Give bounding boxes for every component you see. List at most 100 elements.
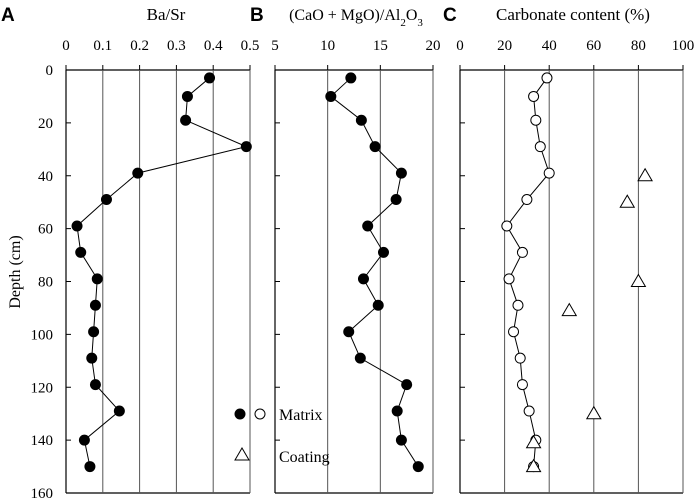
panel-b-data-point: [390, 194, 402, 206]
legend: Matrix Coating: [234, 407, 330, 466]
panel-a-x-tick-label: 0.3: [167, 38, 186, 54]
panel-c-coating-point: [525, 434, 542, 449]
panel-c-x-tick-label: 80: [631, 38, 646, 54]
panel-a-data-point: [204, 72, 216, 84]
panel-a-data-point: [181, 90, 193, 102]
depth-tick-label: 120: [31, 380, 54, 396]
panel-b-data-point: [369, 141, 381, 153]
legend-matrix-label: Matrix: [279, 407, 323, 424]
panel-c-data-point: [521, 194, 533, 206]
panel-c-coating-point: [525, 458, 542, 473]
panel-b-x-tick-label: 10: [320, 38, 335, 54]
panel-b-data-point: [357, 273, 369, 285]
depth-tick-label: 80: [38, 275, 53, 291]
panel-a-data-point: [132, 167, 144, 179]
panel-c-x-tick-label: 60: [586, 38, 601, 54]
panel-b-data-point: [395, 434, 407, 446]
panel-b-data-point: [345, 72, 357, 84]
panel-a-data-point: [100, 194, 112, 206]
panel-a-x-tick-label: 0.1: [93, 38, 112, 54]
panel-b-title: (CaO + MgO)/Al2O3: [289, 7, 423, 29]
panel-a-data-point: [89, 299, 101, 311]
panel-a-x-tick-label: 0.2: [130, 38, 149, 54]
panel-c-coating-point: [561, 302, 578, 317]
title-subscript: 2: [400, 17, 406, 29]
panel-c-data-point: [503, 273, 515, 285]
panel-b-data-point: [391, 405, 403, 417]
panel-a-data-point: [75, 246, 87, 258]
panel-b-data-point: [362, 220, 374, 232]
panel-c-x-tick-label: 40: [542, 38, 557, 54]
panel-a-data-point: [89, 379, 101, 391]
title-subscript: 3: [417, 17, 423, 29]
panel-a-title: Ba/Sr: [147, 5, 186, 24]
panel-b-series-line: [330, 77, 419, 467]
panel-c-data-point: [530, 114, 542, 126]
panel-a-data-point: [71, 220, 83, 232]
panel-b-data-point: [343, 326, 355, 338]
panel-a-x-tick-label: 0.4: [204, 38, 223, 54]
depth-tick-label: 60: [38, 222, 53, 238]
title-text-segment: (CaO + MgO)/Al: [289, 7, 401, 24]
panel-c-coating-point: [585, 405, 602, 420]
panel-letter-a: A: [1, 5, 15, 26]
panel-c-data-point: [516, 379, 528, 391]
legend-open-triangle-marker: [234, 447, 250, 461]
depth-tick-label: 0: [46, 63, 54, 79]
panel-a-data-point: [86, 352, 98, 364]
depth-tick-label: 140: [31, 433, 54, 449]
panel-c-data-point: [541, 72, 553, 84]
panel-a-data-point: [78, 434, 90, 446]
panel-a-series-line: [76, 77, 248, 467]
panel-a-data-point: [180, 114, 192, 126]
panel-c-data-point: [508, 326, 520, 338]
depth-tick-label: 100: [31, 327, 54, 343]
legend-coating-label: Coating: [279, 449, 330, 466]
panel-b-x-tick-label: 20: [426, 38, 441, 54]
panel-c-series-line: [506, 77, 550, 467]
legend-filled-circle-marker: [234, 408, 246, 420]
panel-c-x-tick-label: 0: [456, 38, 464, 54]
depth-tick-label: 40: [38, 169, 53, 185]
depth-axis-label: Depth (cm): [7, 235, 24, 308]
panel-b-data-point: [401, 379, 413, 391]
panel-c-data-point: [528, 90, 540, 102]
depth-axis: Depth (cm) 0 20 40 60 80 100 120 140 160: [7, 63, 53, 499]
panel-c-coating-point: [619, 194, 636, 208]
panel-c-coating-point: [630, 273, 647, 287]
panel-letter-c: C: [443, 5, 457, 26]
panel-a: A Ba/Sr 0 0.1 0.2 0.3 0.4 0.5: [1, 5, 260, 494]
panel-c-data-point: [543, 167, 555, 179]
panel-c-data-point: [516, 246, 528, 258]
panel-b-x-tick-label: 15: [373, 38, 388, 54]
depth-tick-label: 20: [38, 116, 53, 132]
panel-c-data-point: [501, 220, 513, 232]
panel-a-x-tick-label: 0.5: [241, 38, 260, 54]
panel-b-data-point: [325, 90, 337, 102]
panel-b-data-point: [372, 299, 384, 311]
panel-letter-b: B: [250, 5, 264, 26]
panel-a-x-tick-label: 0: [62, 38, 70, 54]
panel-b-data-point: [412, 461, 424, 473]
panel-c-title: Carbonate content (%): [496, 5, 650, 24]
panel-c-data-point: [512, 299, 524, 311]
panel-b-data-point: [395, 167, 407, 179]
panel-c-x-tick-label: 20: [497, 38, 512, 54]
title-text-segment: O: [406, 7, 418, 24]
panel-c-x-tick-label: 100: [672, 38, 695, 54]
panel-a-data-point: [91, 273, 103, 285]
panel-a-data-point: [88, 326, 100, 338]
panel-a-data-point: [113, 405, 125, 417]
panel-c-data-point: [534, 141, 546, 153]
panel-a-data-point: [240, 141, 252, 153]
panel-b-x-tick-label: 5: [271, 38, 279, 54]
panel-b-data-point: [377, 246, 389, 258]
panel-c-data-point: [514, 352, 526, 364]
legend-open-circle-marker: [254, 408, 266, 420]
panel-c: C Carbonate content (%) 0 20 40 60 80 100: [443, 5, 695, 494]
depth-tick-label: 160: [31, 486, 54, 499]
depth-tick-labels: 0 20 40 60 80 100 120 140 160: [31, 63, 54, 499]
panel-a-data-point: [84, 461, 96, 473]
panel-b-data-point: [355, 114, 367, 126]
